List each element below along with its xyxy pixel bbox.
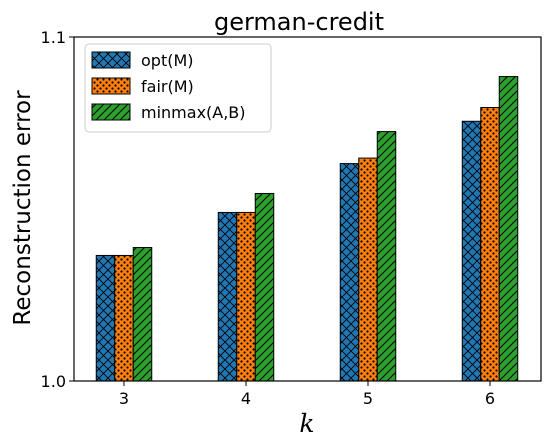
bar-fair-k4 <box>236 211 256 382</box>
x-tick-label: 4 <box>241 389 251 408</box>
x-tick-label: 6 <box>485 389 495 408</box>
y-tick-label: 1.1 <box>41 28 66 47</box>
bar-minmax-k4 <box>254 193 275 382</box>
bar-minmax-k3 <box>132 247 153 382</box>
legend-frame <box>84 43 272 133</box>
plot-frame <box>73 36 542 382</box>
legend-item-fair: fair(M) <box>91 77 194 96</box>
bar-minmax-k5 <box>376 131 397 382</box>
y-axis-label: Reconstruction error <box>10 90 36 326</box>
legend-label-opt: opt(M) <box>141 51 194 70</box>
bar-minmax-k6 <box>498 76 519 382</box>
legend-item-opt: opt(M) <box>91 51 194 70</box>
ticks-layer: 3 4 5 6 1.0 1.1 <box>41 28 496 408</box>
legend: opt(M) fair(M) minmax(A,B) <box>84 43 272 133</box>
bar-opt-k4 <box>217 211 238 382</box>
bar-opt-k3 <box>95 254 116 382</box>
x-tick-label: 5 <box>363 389 373 408</box>
y-tick-label: 1.0 <box>41 372 66 391</box>
bar-fair-k6 <box>480 107 500 382</box>
x-axis-label: k <box>299 409 314 438</box>
legend-swatch-fair <box>91 77 131 95</box>
bar-fair-k3 <box>114 254 134 382</box>
legend-label-minmax: minmax(A,B) <box>141 103 246 122</box>
x-tick-label: 3 <box>119 389 129 408</box>
legend-swatch-minmax <box>91 103 131 121</box>
legend-label-fair: fair(M) <box>141 77 194 96</box>
bar-opt-k6 <box>461 120 482 382</box>
legend-swatch-opt <box>91 51 131 69</box>
bars-layer <box>95 76 519 382</box>
bar-opt-k5 <box>339 163 360 382</box>
legend-item-minmax: minmax(A,B) <box>91 103 246 122</box>
bar-fair-k5 <box>358 157 378 382</box>
chart-title: german-credit <box>214 8 384 36</box>
